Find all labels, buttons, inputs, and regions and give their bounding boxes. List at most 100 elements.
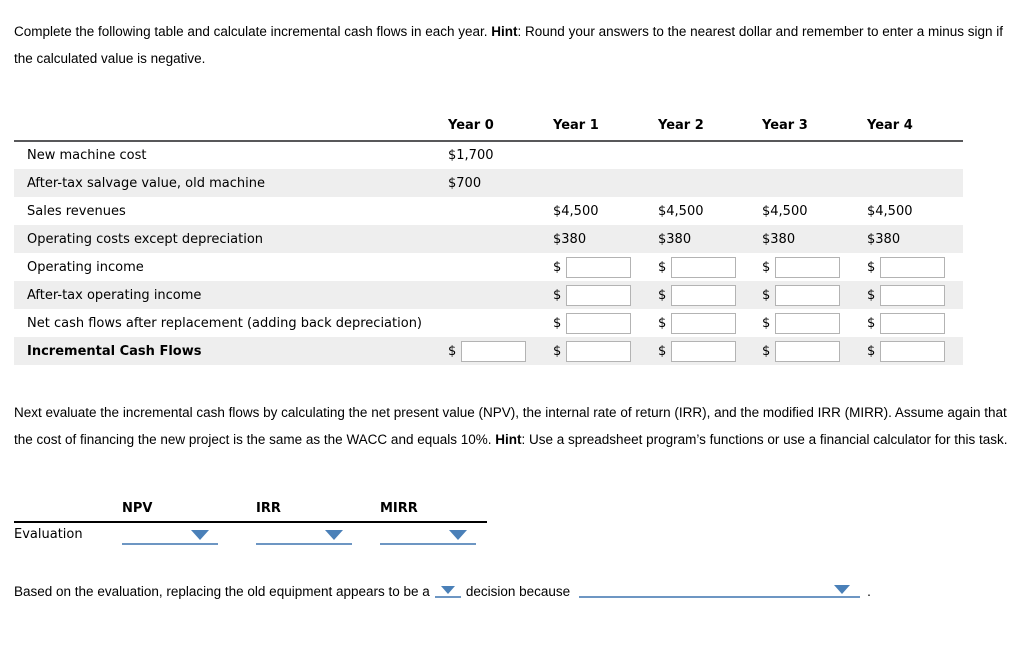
- column-header-year-2: Year 2: [658, 118, 762, 142]
- dollar-sign: $: [762, 315, 771, 331]
- conclusion-text-end: .: [867, 584, 871, 599]
- dropdown-arrow-icon: [440, 586, 455, 594]
- table-cell: $: [867, 337, 963, 365]
- table-cell: [762, 169, 867, 197]
- amount-input-row7-year2[interactable]: [671, 340, 737, 362]
- npv-dropdown[interactable]: [122, 528, 218, 545]
- amount-input-row5-year2[interactable]: [671, 284, 737, 306]
- table-cell: $700: [448, 175, 482, 191]
- cash-flow-table-body: New machine cost $1,700 After-tax salvage …: [14, 141, 963, 365]
- row-label: Sales revenues: [27, 203, 126, 219]
- table-cell: [448, 281, 553, 309]
- instructions-paragraph-1: Complete the following table and calcula…: [14, 18, 1010, 72]
- table-cell: [658, 141, 762, 169]
- amount-input-row5-year4[interactable]: [880, 284, 946, 306]
- mirr-dropdown[interactable]: [380, 528, 476, 545]
- dollar-sign: $: [867, 287, 876, 303]
- hint-label: Hint: [495, 432, 522, 447]
- evaluation-header-row: NPV IRR MIRR: [14, 501, 487, 523]
- table-cell: $: [762, 281, 867, 309]
- amount-input-row6-year3[interactable]: [775, 312, 841, 334]
- table-cell: $4,500: [762, 203, 808, 219]
- table-row: Net cash flows after replacement (adding…: [14, 309, 963, 337]
- hint-label: Hint: [491, 24, 518, 39]
- table-cell: $380: [553, 231, 587, 247]
- table-row: New machine cost $1,700: [14, 141, 963, 169]
- table-cell: $4,500: [553, 203, 599, 219]
- column-header-irr: IRR: [256, 501, 380, 523]
- table-cell: $: [553, 309, 658, 337]
- table-cell: [448, 309, 553, 337]
- decision-dropdown[interactable]: [434, 585, 461, 598]
- evaluation-row-label: Evaluation: [14, 527, 83, 542]
- table-cell: [448, 197, 553, 225]
- assignment-page: Complete the following table and calcula…: [14, 18, 1010, 599]
- dropdown-arrow-icon: [325, 530, 343, 540]
- dollar-sign: $: [867, 343, 876, 359]
- table-cell: [256, 522, 380, 552]
- row-label: New machine cost: [27, 148, 147, 163]
- table-cell: $: [553, 337, 658, 365]
- amount-input-row6-year2[interactable]: [671, 312, 737, 334]
- dollar-sign: $: [553, 315, 562, 331]
- table-row: Sales revenues $4,500 $4,500 $4,500 $4,500: [14, 197, 963, 225]
- dollar-sign: $: [762, 287, 771, 303]
- dollar-sign: $: [658, 315, 667, 331]
- table-cell: $: [553, 253, 658, 281]
- table-cell: $4,500: [658, 203, 704, 219]
- table-cell: $: [867, 253, 963, 281]
- table-cell: $: [762, 337, 867, 365]
- table-cell: $1,700: [448, 148, 494, 163]
- amount-input-row7-year4[interactable]: [880, 340, 946, 362]
- column-header-year-0: Year 0: [448, 118, 553, 142]
- instructions-paragraph-2: Next evaluate the incremental cash flows…: [14, 399, 1010, 453]
- paragraph-1-text-cont: : Round your answers to the nearest doll…: [14, 24, 1004, 66]
- row-label: After-tax salvage value, old machine: [27, 175, 265, 191]
- amount-input-row5-year1[interactable]: [566, 284, 632, 306]
- row-label: Incremental Cash Flows: [27, 343, 202, 359]
- amount-input-row7-year0[interactable]: [461, 340, 527, 362]
- amount-input-row6-year4[interactable]: [880, 312, 946, 334]
- dropdown-arrow-icon: [191, 530, 209, 540]
- reason-dropdown[interactable]: [579, 585, 861, 598]
- table-cell: $: [762, 253, 867, 281]
- table-corner-cell: [14, 501, 122, 523]
- table-cell: $4,500: [867, 203, 913, 219]
- amount-input-row7-year1[interactable]: [566, 340, 632, 362]
- amount-input-row4-year2[interactable]: [671, 256, 737, 278]
- evaluation-row: Evaluation: [14, 522, 487, 552]
- table-cell: [448, 253, 553, 281]
- dropdown-arrow-icon: [834, 585, 851, 594]
- column-header-year-3: Year 3: [762, 118, 867, 142]
- conclusion-text-middle: decision because: [465, 584, 571, 599]
- table-cell: $: [448, 337, 553, 365]
- dollar-sign: $: [867, 315, 876, 331]
- table-cell: $: [658, 253, 762, 281]
- column-header-year-4: Year 4: [867, 118, 963, 142]
- dollar-sign: $: [553, 259, 562, 275]
- dollar-sign: $: [658, 259, 667, 275]
- table-cell: $: [658, 309, 762, 337]
- row-label: Operating costs except depreciation: [27, 231, 264, 247]
- amount-input-row6-year1[interactable]: [566, 312, 632, 334]
- amount-input-row4-year1[interactable]: [566, 256, 632, 278]
- paragraph-1-text: Complete the following table and calcula…: [14, 24, 492, 39]
- amount-input-row4-year4[interactable]: [880, 256, 946, 278]
- column-header-npv: NPV: [122, 501, 256, 523]
- amount-input-row7-year3[interactable]: [775, 340, 841, 362]
- dollar-sign: $: [553, 287, 562, 303]
- paragraph-2-text-cont: : Use a spreadsheet program’s functions …: [521, 432, 1008, 447]
- paragraph-2-text: Next evaluate the incremental cash flows…: [14, 405, 1007, 447]
- irr-dropdown[interactable]: [256, 528, 352, 545]
- row-label: Net cash flows after replacement (adding…: [27, 315, 423, 331]
- amount-input-row5-year3[interactable]: [775, 284, 841, 306]
- table-cell: $: [658, 281, 762, 309]
- table-cell: [553, 141, 658, 169]
- table-cell: [122, 522, 256, 552]
- amount-input-row4-year3[interactable]: [775, 256, 841, 278]
- table-cell: $: [867, 281, 963, 309]
- table-cell: [448, 225, 553, 253]
- evaluation-table: NPV IRR MIRR Evaluation: [14, 501, 487, 552]
- table-cell: [658, 169, 762, 197]
- table-row: After-tax salvage value, old machine $700: [14, 169, 963, 197]
